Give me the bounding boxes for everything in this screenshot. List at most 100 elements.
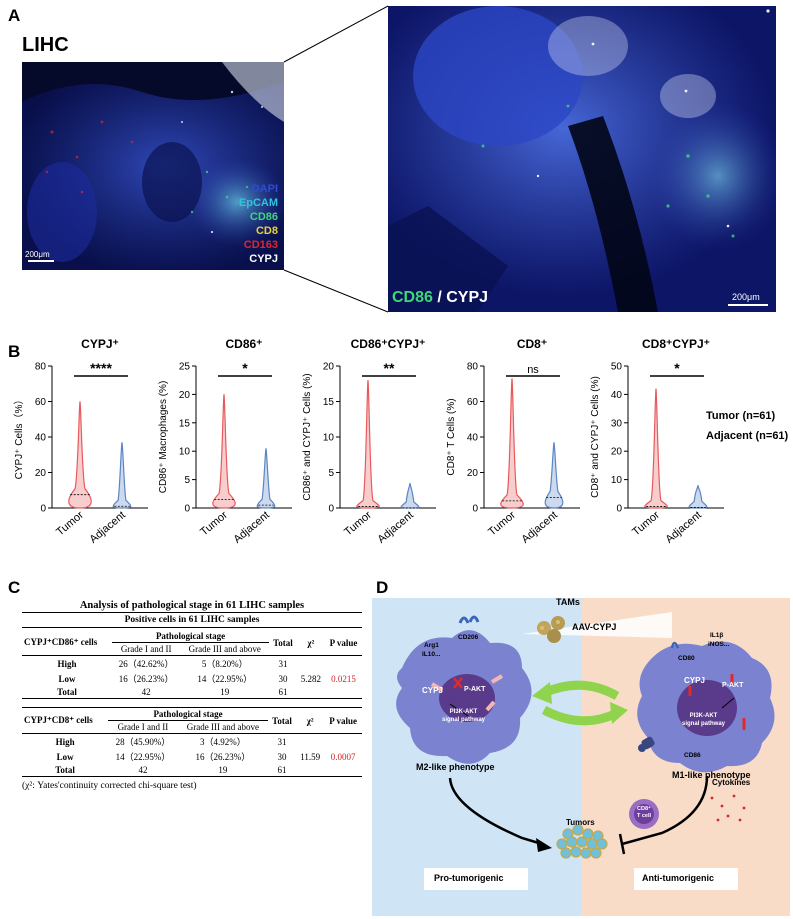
inhibit-bar xyxy=(618,833,626,855)
y-tick-label: 0 xyxy=(328,504,334,515)
m2-arg1-label: Arg1 xyxy=(424,642,439,649)
inhibit-line xyxy=(621,775,709,846)
m2-phenotype-label: M2-like phenotype xyxy=(416,762,495,772)
cd8-t-cell-label: CD8⁺ T cell xyxy=(634,806,654,820)
violin-adjacent xyxy=(688,485,708,509)
panel-c-letter: C xyxy=(8,578,21,597)
m2-pathway-line1: PI3K-AKT xyxy=(449,709,478,715)
m1-pathway-label: PI3K-AKT signal pathway xyxy=(682,712,725,728)
cell: 19 xyxy=(220,687,230,697)
total-head: Total xyxy=(273,637,293,648)
violin-tumor xyxy=(500,378,524,509)
y-tick-label: 20 xyxy=(179,390,191,401)
cell: 14（22.95%） xyxy=(115,752,171,762)
panel-b-legend: Tumor (n=61) Adjacent (n=61) xyxy=(706,406,788,446)
cell xyxy=(297,686,325,699)
m2-pathway-label: PI3K-AKT signal pathway xyxy=(442,708,485,724)
micrograph-overview: 200μm DAPI EpCAM CD86 CD8 CD163 CYPJ xyxy=(22,62,284,270)
x-tick-label: Tumor xyxy=(486,509,518,539)
m1-phenotype-label: M1-like phenotype xyxy=(672,770,751,780)
zoom-label-cypj: CYPJ xyxy=(446,289,489,306)
violin-tumor xyxy=(644,388,668,509)
stats-table-cd86: CYPJ⁺CD86⁺ cells Pathological stage Tota… xyxy=(22,630,362,699)
legend-cypj: CYPJ xyxy=(249,253,278,265)
chart-title: CYPJ⁺ xyxy=(81,337,119,351)
cell xyxy=(324,734,362,750)
violin-adjacent xyxy=(400,483,420,509)
significance-label: **** xyxy=(90,360,112,376)
p-head: P value xyxy=(329,715,358,726)
y-tick-label: 5 xyxy=(184,475,190,486)
cell xyxy=(325,656,362,672)
micrograph-overview-image xyxy=(22,62,284,270)
table-row: Low 16（26.23%） 14（22.95%） 30 5.282 0.021… xyxy=(22,671,362,686)
y-tick-label: 15 xyxy=(179,418,191,429)
cell: 30 xyxy=(278,673,288,684)
promote-arrow xyxy=(448,777,543,846)
y-tick-label: 5 xyxy=(328,468,334,479)
aav-particles-icon xyxy=(537,616,565,643)
y-axis-label: CD8⁺ T Cells (%) xyxy=(446,398,457,475)
m1-pathway-line2: signal pathway xyxy=(682,721,726,727)
total-head: Total xyxy=(272,715,292,726)
cd8-label-line2: T cell xyxy=(636,813,652,819)
table-row: Total 42 19 61 xyxy=(22,686,362,699)
stats-table-panel: Analysis of pathological stage in 61 LIH… xyxy=(22,600,362,791)
scalebar-large-label: 200μm xyxy=(732,292,760,302)
y-tick-label: 15 xyxy=(323,397,335,408)
tumor-cluster-icon xyxy=(556,824,608,859)
x-tick-label: Adjacent xyxy=(231,509,272,546)
anti-tumorigenic-box xyxy=(634,868,738,890)
chart-title: CD8⁺CYPJ⁺ xyxy=(642,337,710,351)
anti-tumorigenic-label: Anti-tumorigenic xyxy=(642,873,714,883)
cell: 61 xyxy=(277,765,287,775)
m2-pakt-label: P-AKT xyxy=(464,686,486,693)
row-head: CYPJ⁺CD86⁺ cells xyxy=(24,637,98,647)
col1-head: Grade I and II xyxy=(120,644,172,654)
x-tick-label: Adjacent xyxy=(87,509,128,546)
x-tick-label: Adjacent xyxy=(375,509,416,546)
cell: 5（8.20%） xyxy=(201,659,248,669)
legend-cd8: CD8 xyxy=(255,225,278,237)
cell: 5.282 xyxy=(300,673,321,684)
y-tick-label: 20 xyxy=(323,362,335,373)
x-tick-label: Adjacent xyxy=(519,509,560,546)
violin-plots: CYPJ⁺ 0 20 40 60 80 CYPJ⁺ Cells（%） Tumor Adjacen… xyxy=(0,328,793,568)
promote-arrowhead xyxy=(536,838,552,852)
m2-macrophage-icon xyxy=(396,615,532,764)
cell: 42 xyxy=(141,687,151,697)
cell: 16（26.23%） xyxy=(195,752,251,762)
cell: 28（45.90%） xyxy=(115,737,171,747)
y-tick-label: 60 xyxy=(467,397,479,408)
violin-adjacent xyxy=(544,442,564,509)
cell: 3（4.92%） xyxy=(199,737,246,747)
cell xyxy=(296,734,324,750)
row-label: Total xyxy=(55,765,75,775)
cell: 30 xyxy=(277,751,287,762)
micrograph-zoom: 200μm CD86 / CYPJ xyxy=(388,6,776,312)
channel-legend: DAPI EpCAM CD86 CD8 CD163 CYPJ xyxy=(239,182,278,266)
m1-inos-label: iNOS... xyxy=(708,641,730,648)
row-label: High xyxy=(55,736,75,747)
row-label: High xyxy=(57,658,77,669)
p-head: P value xyxy=(329,637,358,648)
y-tick-label: 20 xyxy=(611,447,623,458)
table-row: Low 14（22.95%） 16（26.23%） 30 11.59 0.000… xyxy=(22,749,362,764)
chi-head: χ² xyxy=(306,715,314,726)
table-title: Analysis of pathological stage in 61 LIH… xyxy=(22,600,362,613)
m2-cd206-label: CD206 xyxy=(458,634,479,641)
y-tick-label: 0 xyxy=(472,504,478,515)
y-tick-label: 10 xyxy=(323,433,335,444)
cytokine-dots-icon xyxy=(710,794,746,822)
cancer-type-label: LIHC xyxy=(22,34,69,56)
y-tick-label: 10 xyxy=(611,475,623,486)
tams-label: TAMs xyxy=(556,598,580,607)
chart-title: CD86⁺ xyxy=(225,337,262,351)
col2-head: Grade III and above xyxy=(188,644,261,654)
x-tick-label: Tumor xyxy=(54,509,86,539)
table-footnote: (χ²: Yates'continuity corrected chi-squa… xyxy=(22,781,197,791)
y-tick-label: 50 xyxy=(611,362,623,373)
zoom-label-sep: / xyxy=(432,289,447,306)
zoom-channel-label: CD86 / CYPJ xyxy=(392,289,488,307)
